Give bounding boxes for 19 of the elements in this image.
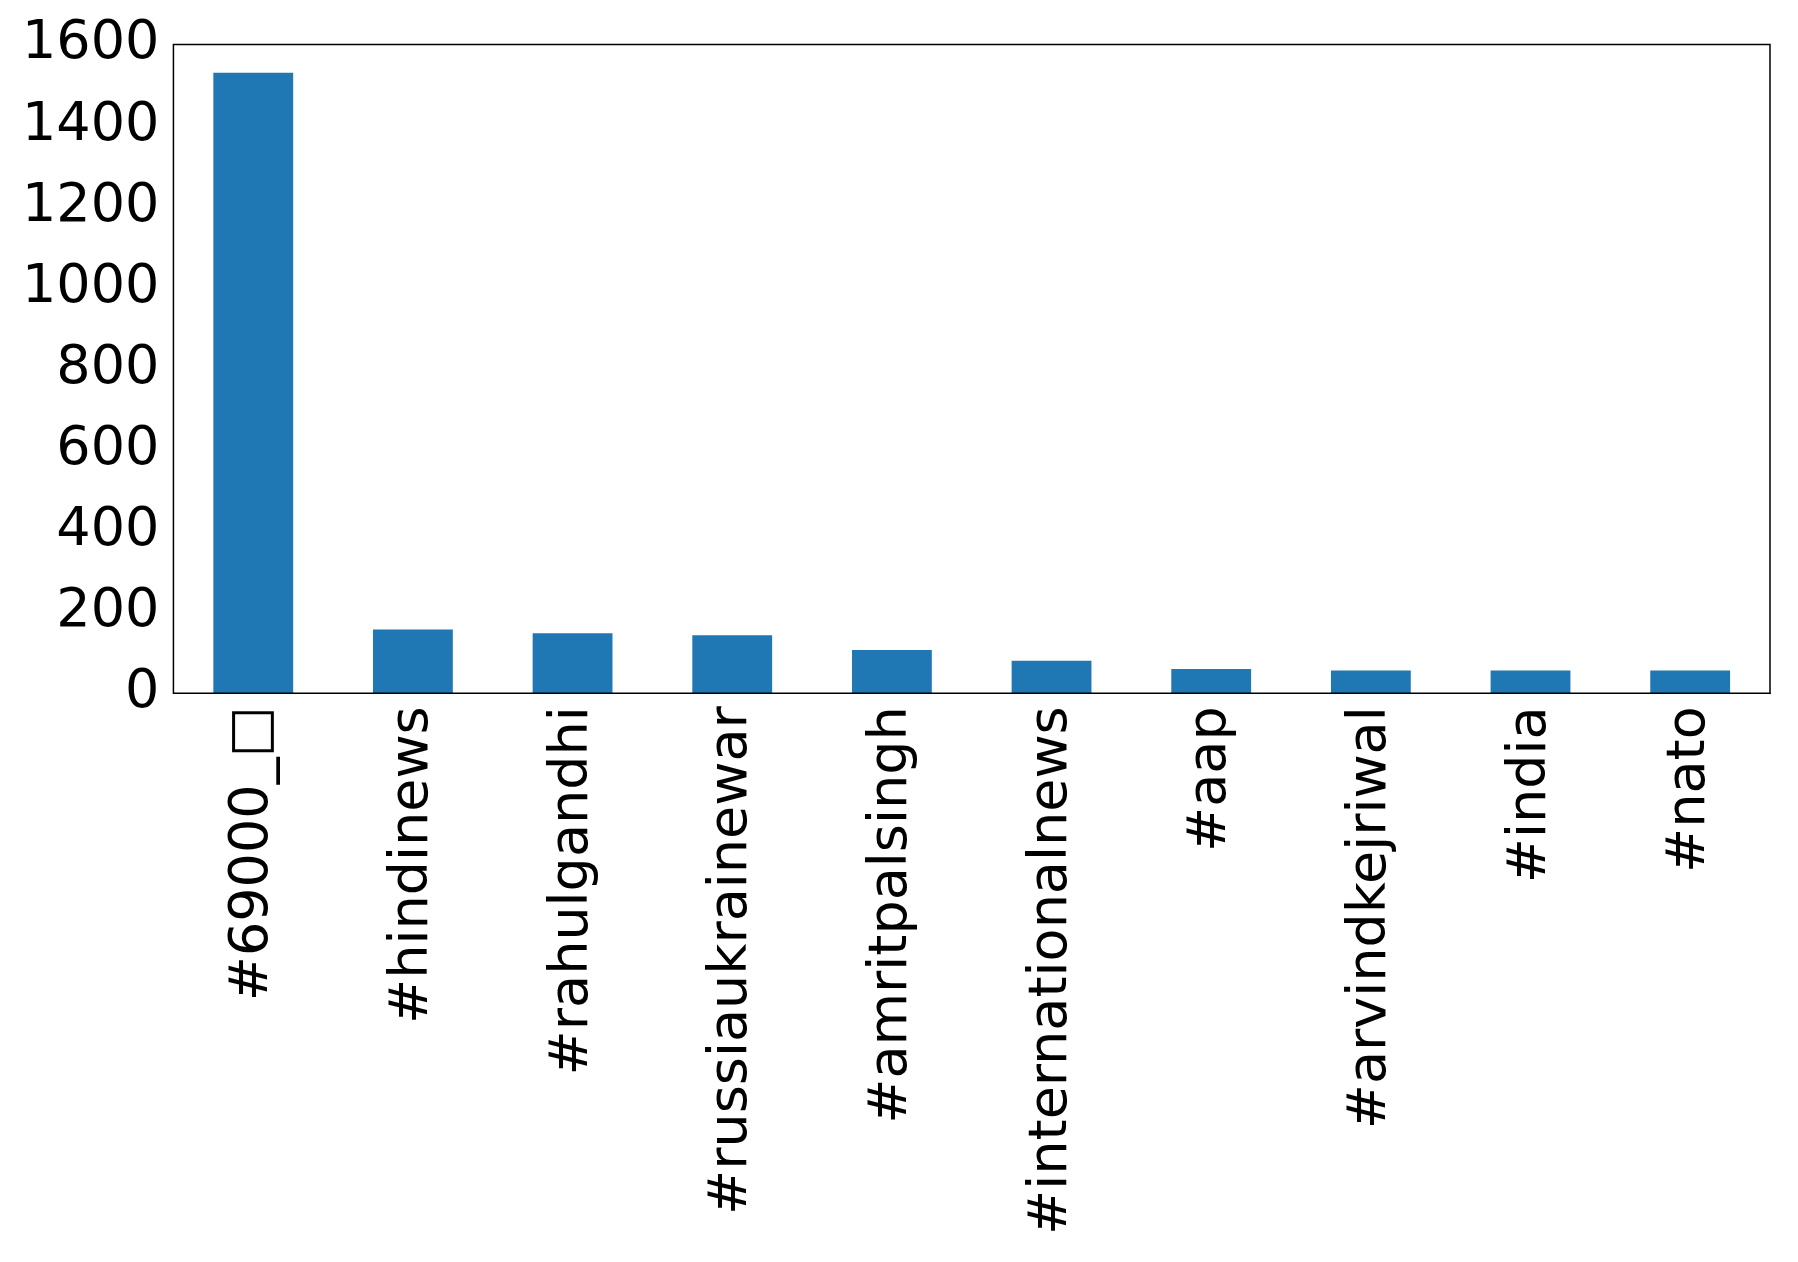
y-tick-label: 1200: [21, 170, 160, 234]
x-tick-label: #nato: [1654, 706, 1718, 874]
x-tick-label: #amritpalsingh: [855, 706, 919, 1124]
x-tick-label: #rahulgandhi: [536, 706, 600, 1076]
y-tick-label: 1400: [21, 89, 160, 153]
x-tick-label: #aap: [1175, 706, 1239, 852]
x-tick-label: #arvindkejriwal: [1334, 706, 1398, 1130]
y-tick-label: 1000: [21, 251, 160, 315]
y-tick-label: 600: [56, 413, 160, 477]
y-tick-label: 0: [125, 657, 160, 721]
x-tick-label: #69000_□: [217, 706, 281, 1002]
y-tick-label: 1600: [21, 8, 160, 72]
x-tick-label: #internationalnews: [1015, 706, 1079, 1235]
x-tick-label: #russiaukrainewar: [696, 705, 760, 1216]
x-tick-label: #hindinews: [376, 706, 440, 1025]
y-tick-label: 400: [56, 495, 160, 559]
x-tick-label: #india: [1494, 706, 1558, 884]
y-tick-label: 800: [56, 332, 160, 396]
y-tick-label: 200: [56, 576, 160, 640]
